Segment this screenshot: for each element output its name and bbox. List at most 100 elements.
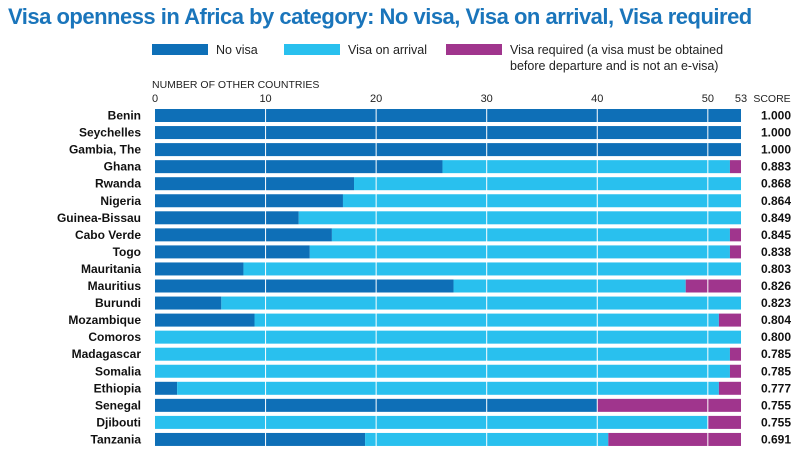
bar-nigeria-no-visa bbox=[155, 194, 343, 208]
row-label-somalia: Somalia bbox=[95, 364, 141, 378]
row-label-mauritius: Mauritius bbox=[88, 279, 142, 293]
bar-mauritius-no-visa bbox=[155, 279, 454, 293]
bar-somalia-visa-required bbox=[729, 364, 741, 378]
row-label-gambia-the: Gambia, The bbox=[69, 143, 141, 157]
row-label-comoros: Comoros bbox=[88, 330, 141, 344]
bar-rwanda-visa-on-arrival bbox=[354, 177, 741, 191]
row-label-benin: Benin bbox=[108, 109, 141, 123]
row-label-rwanda: Rwanda bbox=[95, 177, 141, 191]
bar-ghana-visa-required bbox=[729, 160, 741, 174]
legend-swatch-no-visa bbox=[152, 44, 208, 55]
score-djibouti: 0.755 bbox=[761, 415, 791, 429]
bar-ghana-no-visa bbox=[155, 160, 443, 174]
bar-ethiopia-visa-on-arrival bbox=[177, 381, 719, 395]
score-burundi: 0.823 bbox=[761, 296, 791, 310]
bar-ethiopia-no-visa bbox=[155, 381, 178, 395]
bar-mozambique-visa-required bbox=[718, 313, 741, 327]
bar-comoros-visa-on-arrival bbox=[155, 330, 741, 344]
x-tick-label: 50 bbox=[702, 93, 714, 105]
score-comoros: 0.800 bbox=[761, 330, 791, 344]
bar-mozambique-no-visa bbox=[155, 313, 255, 327]
bar-ethiopia-visa-required bbox=[718, 381, 741, 395]
legend-label-no-visa: No visa bbox=[216, 43, 258, 57]
x-tick-label: 10 bbox=[259, 93, 271, 105]
row-label-ethiopia: Ethiopia bbox=[94, 381, 142, 395]
bar-seychelles-no-visa bbox=[155, 126, 741, 140]
row-label-mozambique: Mozambique bbox=[68, 313, 141, 327]
bar-rwanda-no-visa bbox=[155, 177, 355, 191]
bar-cabo-verde-no-visa bbox=[155, 228, 332, 242]
score-madagascar: 0.785 bbox=[761, 347, 791, 361]
legend-label-visa-on-arrival: Visa on arrival bbox=[348, 43, 427, 57]
x-tick-label: 40 bbox=[591, 93, 603, 105]
row-label-togo: Togo bbox=[113, 245, 141, 259]
x-tick-label: 30 bbox=[481, 93, 493, 105]
legend-swatch-visa-required bbox=[446, 44, 502, 55]
score-benin: 1.000 bbox=[761, 109, 791, 123]
score-ethiopia: 0.777 bbox=[761, 381, 791, 395]
x-tick-label: 0 bbox=[152, 93, 158, 105]
score-guinea-bissau: 0.849 bbox=[761, 211, 791, 225]
chart-title: Visa openness in Africa by category: No … bbox=[8, 4, 752, 29]
row-label-burundi: Burundi bbox=[95, 296, 141, 310]
score-senegal: 0.755 bbox=[761, 398, 791, 412]
bar-cabo-verde-visa-on-arrival bbox=[331, 228, 730, 242]
score-mauritius: 0.826 bbox=[761, 279, 791, 293]
bar-gambia-the-no-visa bbox=[155, 143, 741, 157]
legend-item-visa-on-arrival: Visa on arrival bbox=[284, 42, 427, 58]
score-mozambique: 0.804 bbox=[761, 313, 791, 327]
score-gambia-the: 1.000 bbox=[761, 143, 791, 157]
bar-tanzania-visa-required bbox=[608, 432, 741, 446]
score-mauritania: 0.803 bbox=[761, 262, 791, 276]
score-cabo-verde: 0.845 bbox=[761, 228, 791, 242]
score-somalia: 0.785 bbox=[761, 364, 791, 378]
row-label-mauritania: Mauritania bbox=[81, 262, 141, 276]
row-label-madagascar: Madagascar bbox=[72, 347, 142, 361]
score-nigeria: 0.864 bbox=[761, 194, 791, 208]
row-label-ghana: Ghana bbox=[104, 160, 142, 174]
bar-senegal-visa-required bbox=[597, 398, 741, 412]
x-tick-label: 20 bbox=[370, 93, 382, 105]
bar-ghana-visa-on-arrival bbox=[442, 160, 730, 174]
bar-togo-visa-required bbox=[729, 245, 741, 259]
row-label-tanzania: Tanzania bbox=[91, 432, 142, 446]
score-tanzania: 0.691 bbox=[761, 432, 791, 446]
bar-guinea-bissau-visa-on-arrival bbox=[298, 211, 741, 225]
bar-togo-visa-on-arrival bbox=[309, 245, 730, 259]
score-ghana: 0.883 bbox=[761, 160, 791, 174]
bar-cabo-verde-visa-required bbox=[729, 228, 741, 242]
bar-benin-no-visa bbox=[155, 109, 741, 122]
bar-guinea-bissau-no-visa bbox=[155, 211, 299, 225]
bar-djibouti-visa-on-arrival bbox=[155, 415, 708, 429]
row-label-nigeria: Nigeria bbox=[100, 194, 141, 208]
bar-tanzania-no-visa bbox=[155, 432, 366, 446]
bar-somalia-visa-on-arrival bbox=[155, 364, 730, 378]
bar-togo-no-visa bbox=[155, 245, 310, 259]
bar-mauritania-no-visa bbox=[155, 262, 244, 276]
bar-burundi-no-visa bbox=[155, 296, 222, 310]
legend-label-visa-required: Visa required (a visa must be obtained b… bbox=[510, 43, 724, 73]
bar-mauritius-visa-on-arrival bbox=[453, 279, 686, 293]
bar-burundi-visa-on-arrival bbox=[221, 296, 742, 310]
score-togo: 0.838 bbox=[761, 245, 791, 259]
x-axis-label: NUMBER OF OTHER COUNTRIES bbox=[152, 79, 319, 91]
score-seychelles: 1.000 bbox=[761, 126, 791, 140]
row-label-djibouti: Djibouti bbox=[96, 415, 141, 429]
bar-madagascar-visa-on-arrival bbox=[155, 347, 730, 361]
row-label-cabo-verde: Cabo Verde bbox=[75, 228, 141, 242]
score-column-label: SCORE bbox=[753, 93, 790, 105]
score-rwanda: 0.868 bbox=[761, 177, 791, 191]
row-label-senegal: Senegal bbox=[95, 398, 141, 412]
legend-swatch-visa-on-arrival bbox=[284, 44, 340, 55]
bar-mauritania-visa-on-arrival bbox=[243, 262, 742, 276]
row-label-guinea-bissau: Guinea-Bissau bbox=[57, 211, 141, 225]
legend-item-no-visa: No visa bbox=[152, 42, 258, 58]
bar-mauritius-visa-required bbox=[685, 279, 741, 293]
x-tick-label: 53 bbox=[735, 93, 747, 105]
bar-djibouti-visa-required bbox=[707, 415, 741, 429]
bar-nigeria-visa-on-arrival bbox=[342, 194, 741, 208]
row-label-seychelles: Seychelles bbox=[79, 126, 141, 140]
bar-madagascar-visa-required bbox=[729, 347, 741, 361]
legend-item-visa-required: Visa required (a visa must be obtained b… bbox=[446, 42, 746, 74]
